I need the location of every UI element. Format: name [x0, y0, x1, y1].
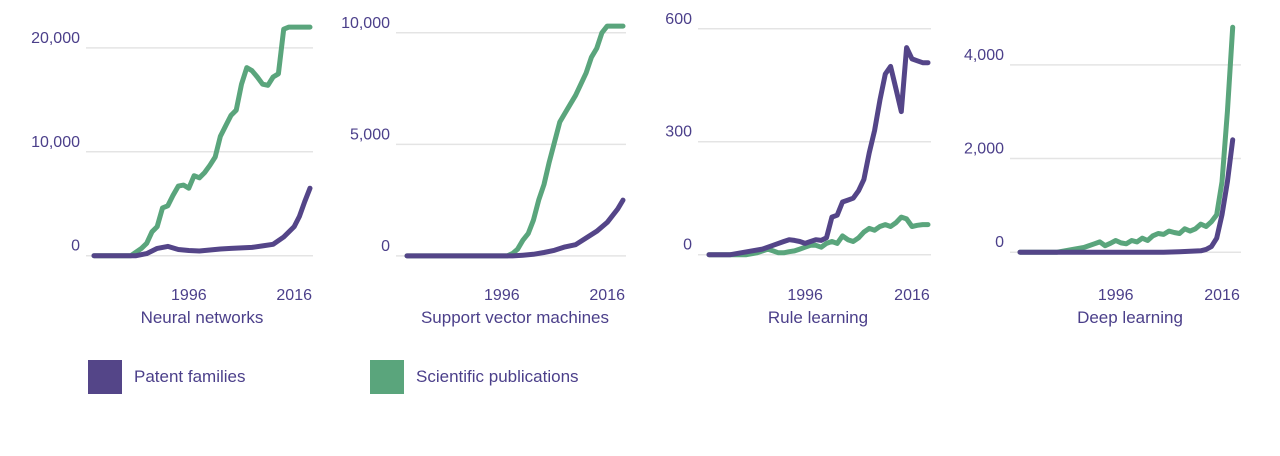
- chart-panel-neural-networks: 0 10,000 20,000 1996 2016 Neural networks: [31, 24, 313, 327]
- y-tick-label: 2,000: [964, 141, 1004, 158]
- x-axis-label: Neural networks: [141, 308, 264, 327]
- series-line-patent-families: [91, 185, 313, 259]
- y-tick-label: 20,000: [31, 30, 80, 47]
- x-tick-label: 1996: [1098, 287, 1134, 304]
- x-tick-label: 2016: [1204, 287, 1240, 304]
- y-tick-label: 0: [71, 238, 80, 255]
- x-tick-label: 1996: [484, 287, 520, 304]
- y-tick-label: 300: [665, 124, 692, 141]
- chart-panel-rule-learning: 0 300 600 1996 2016 Rule learning: [665, 11, 931, 327]
- series-line-patent-families: [1017, 137, 1236, 255]
- series-line-patent-families: [404, 197, 626, 259]
- series-line-scientific-publications: [404, 23, 626, 259]
- x-tick-label: 2016: [276, 287, 312, 304]
- y-tick-label: 5,000: [350, 126, 390, 143]
- legend-label-scientific-publications: Scientific publications: [416, 367, 579, 386]
- legend-item-patent-families: Patent families: [88, 360, 246, 394]
- charts-canvas: 0 10,000 20,000 1996 2016 Neural networks 0 5,0…: [31, 11, 1241, 327]
- x-tick-label: 2016: [589, 287, 625, 304]
- y-tick-label: 0: [381, 238, 390, 255]
- chart-panel-support-vector-machines: 0 5,000 10,000 1996 2016 Support vector machi…: [341, 15, 626, 327]
- y-tick-label: 0: [995, 234, 1004, 251]
- x-tick-label: 1996: [171, 287, 207, 304]
- legend-item-scientific-publications: Scientific publications: [370, 360, 579, 394]
- series-line-scientific-publications: [1017, 24, 1236, 255]
- legend-label-patent-families: Patent families: [134, 367, 246, 386]
- series-line-scientific-publications: [706, 214, 931, 258]
- y-tick-label: 4,000: [964, 47, 1004, 64]
- y-tick-label: 600: [665, 11, 692, 28]
- x-tick-label: 1996: [787, 287, 823, 304]
- series-line-patent-families: [706, 45, 931, 258]
- series-line-scientific-publications: [91, 24, 313, 259]
- legend-swatch-scientific-publications: [370, 360, 404, 394]
- y-tick-label: 0: [683, 237, 692, 254]
- y-tick-label: 10,000: [341, 15, 390, 32]
- x-axis-label: Deep learning: [1077, 308, 1183, 327]
- legend-swatch-patent-families: [88, 360, 122, 394]
- x-axis-label: Support vector machines: [421, 308, 609, 327]
- x-tick-label: 2016: [894, 287, 930, 304]
- x-axis-label: Rule learning: [768, 308, 868, 327]
- y-tick-label: 10,000: [31, 134, 80, 151]
- chart-panel-deep-learning: 0 2,000 4,000 1996 2016 Deep learning: [964, 24, 1241, 327]
